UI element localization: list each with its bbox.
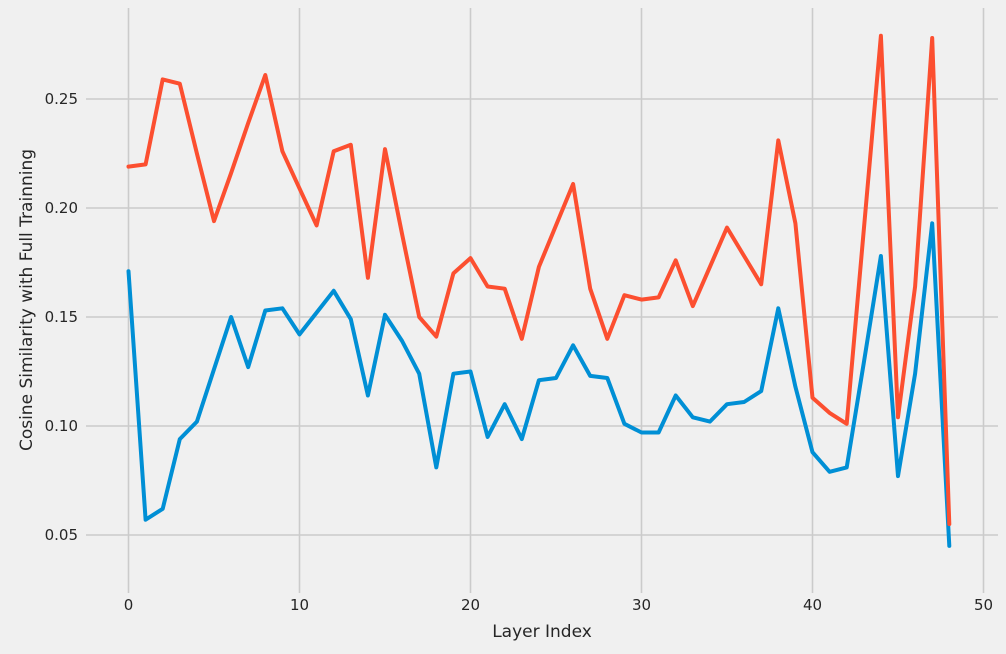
x-tick-label: 0 [124, 596, 134, 614]
y-tick-label: 0.10 [45, 417, 78, 435]
y-tick-label: 0.20 [45, 199, 78, 217]
series-blue-line [126, 221, 952, 548]
y-tick-label: 0.25 [45, 90, 78, 108]
y-tick-label: 0.15 [45, 308, 78, 326]
x-tick-label: 30 [632, 596, 651, 614]
y-tick-label: 0.05 [45, 526, 78, 544]
x-tick-label: 50 [974, 596, 993, 614]
x-tick-label: 10 [290, 596, 309, 614]
series-red-line [126, 33, 952, 527]
x-tick-label: 40 [803, 596, 822, 614]
y-axis-label: Cosine Similarity with Full Trainning [17, 148, 37, 452]
x-axis-label: Layer Index [492, 622, 592, 642]
x-tick-label: 20 [461, 596, 480, 614]
